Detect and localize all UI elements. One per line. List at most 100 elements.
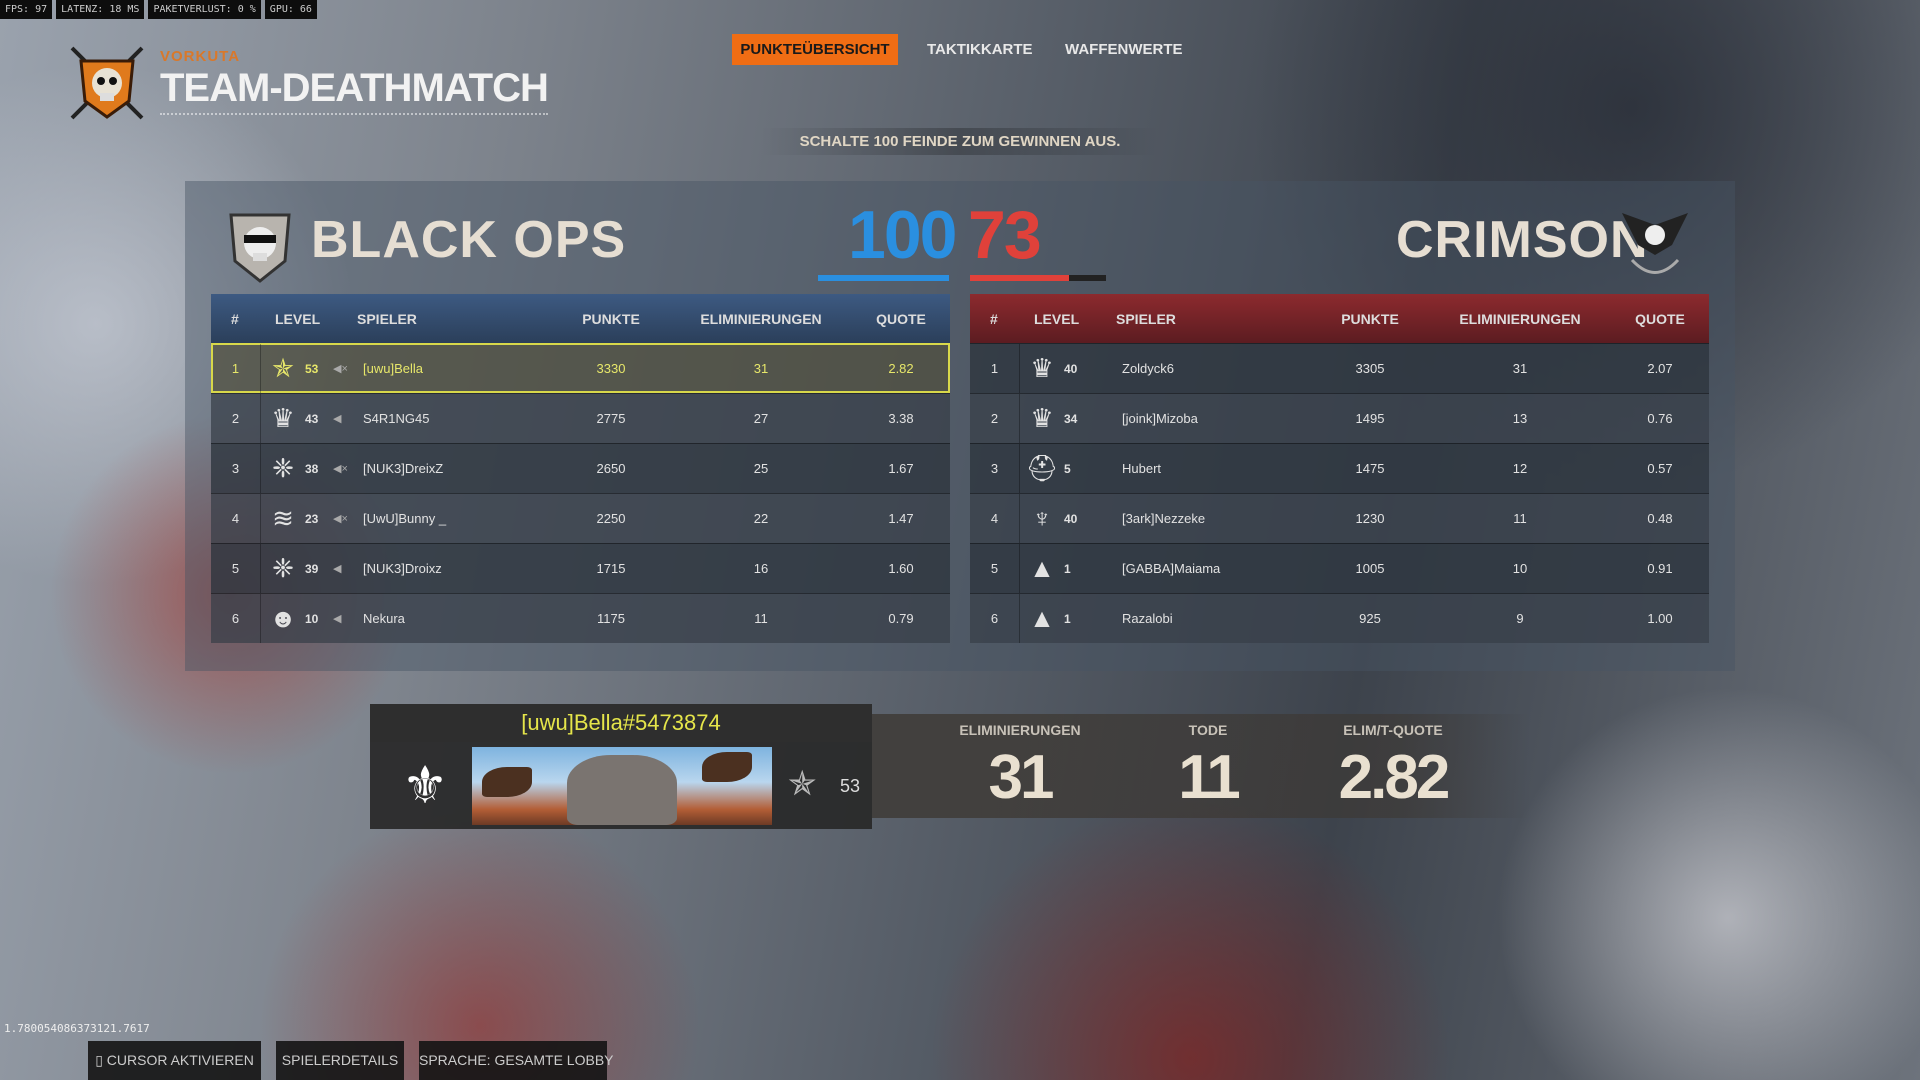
summary-kd-label: ELIM/T-QUOTE [1343,722,1443,738]
col-points: PUNKTE [1341,310,1399,327]
ratio-cell: 3.38 [888,411,914,426]
ratio-cell: 1.47 [888,511,914,526]
level-cell: 40 [1064,511,1078,526]
crimson-table: # LEVEL SPIELER PUNKTE ELIMINIERUNGEN QU… [970,294,1709,643]
col-player: SPIELER [1116,310,1176,327]
level-cell: 43 [305,411,319,426]
speaker-icon[interactable]: ◀ [333,613,342,625]
points-cell: 1230 [1355,511,1385,526]
team-name-crimson: CRIMSON [1396,211,1649,269]
eliminations-cell: 9 [1516,611,1524,626]
activate-cursor-button[interactable]: ▯ CURSOR AKTIVIEREN [88,1041,261,1080]
points-cell: 1715 [596,561,626,576]
level-cell: 53 [305,361,319,376]
tab-weapon-stats[interactable]: WAFFENWERTE [1065,41,1183,58]
ratio-cell: 0.48 [1647,511,1673,526]
player-name: Razalobi [1122,611,1173,626]
speaker-icon[interactable]: ◀ [333,413,342,425]
rank-cell: 4 [970,494,1020,543]
leaf-rank-icon: ❈ [272,553,294,583]
speaker-muted-icon[interactable]: ◀× [333,363,348,375]
points-cell: 1005 [1355,561,1385,576]
player-calling-card[interactable]: [uwu]Bella#5473874 ⚜ ✯ 53 [370,704,872,829]
col-ratio: QUOTE [1635,310,1685,327]
table-row[interactable]: ✯ ◀× 1 53 [uwu]Bella 3330 31 2.82 [211,343,950,393]
points-cell: 2775 [596,411,626,426]
rank-cell: 5 [211,544,261,593]
jester-rank-icon: ♛ [1030,403,1054,433]
calling-card-banner-image [472,747,772,825]
ratio-cell: 0.91 [1647,561,1673,576]
points-cell: 1175 [597,611,625,626]
points-cell: 1495 [1355,411,1385,426]
level-cell: 40 [1064,361,1078,376]
rank-cell: 6 [211,594,261,643]
points-cell: 2650 [596,461,626,476]
col-rank: # [990,310,998,327]
level-cell: 38 [305,461,319,476]
level-cell: 10 [305,611,319,626]
table-row[interactable]: ▲ 5 1 [GABBA]Maiama 1005 10 0.91 [970,543,1709,593]
eliminations-cell: 27 [753,411,769,426]
rank-cell: 1 [211,344,261,393]
tab-tactical-map[interactable]: TAKTIKKARTE [927,41,1033,58]
level-cell: 34 [1064,411,1078,426]
ratio-cell: 1.00 [1647,611,1673,626]
level-cell: 5 [1064,461,1071,476]
performance-overlay: FPS: 97 LATENZ: 18 MS PAKETVERLUST: 0 % … [0,0,317,19]
player-name: [NUK3]DreixZ [363,461,444,476]
rank-cell: 3 [970,444,1020,493]
level-cell: 1 [1064,611,1071,626]
eliminations-cell: 12 [1512,461,1528,476]
voice-lobby-button[interactable]: SPRACHE: GESAMTE LOBBY [419,1041,614,1080]
ratio-cell: 0.76 [1647,411,1673,426]
player-tag: [uwu]Bella#5473874 [370,704,872,742]
player-summary: ELIMINIERUNGEN 31 TODE 11 ELIM/T-QUOTE 2… [872,714,1530,818]
team-score-crimson: 73 [968,197,1042,273]
stars-rank-icon: ✯ [272,353,294,383]
speaker-muted-icon[interactable]: ◀× [333,513,348,525]
eliminations-cell: 16 [753,561,769,576]
table-row[interactable]: ♛ 2 34 [joink]Mizoba 1495 13 0.76 [970,393,1709,443]
ratio-cell: 2.82 [888,361,914,376]
objective-text: SCHALTE 100 FEINDE ZUM GEWINNEN AUS. [760,128,1160,155]
table-row[interactable]: ♆ 4 40 [3ark]Nezzeke 1230 11 0.48 [970,493,1709,543]
sergeant-rank-icon: ≋ [272,503,294,533]
col-eliminations: ELIMINIERUNGEN [700,310,822,327]
table-row[interactable]: ♛ 1 40 Zoldyck6 3305 31 2.07 [970,343,1709,393]
table-row[interactable]: ⛑ 3 5 Hubert 1475 12 0.57 [970,443,1709,493]
gpu-readout: GPU: 66 [264,0,317,19]
map-name: VORKUTA [160,48,241,65]
tab-scoreboard[interactable]: PUNKTEÜBERSICHT [732,34,898,65]
player-level: 53 [840,776,861,796]
player-name: [joink]Mizoba [1122,411,1198,426]
player-rank-icon: ✯ [788,765,817,803]
table-row[interactable]: ♛ ◀ 2 43 S4R1NG45 2775 27 3.38 [211,393,950,443]
leaf-rank-icon: ❈ [272,453,294,483]
eliminations-cell: 11 [1513,511,1527,526]
table-row[interactable]: ▲ 6 1 Razalobi 925 9 1.00 [970,593,1709,643]
speaker-muted-icon[interactable]: ◀× [333,463,348,475]
team-score-black-ops: 100 [848,197,957,273]
rank-cell: 2 [970,394,1020,443]
ratio-cell: 1.67 [888,461,914,476]
build-number: 1.780054086373121.7617 [4,1022,150,1035]
player-name: [uwu]Bella [363,361,423,376]
table-row[interactable]: ≋ ◀× 4 23 [UwU]Bunny _ 2250 22 1.47 [211,493,950,543]
eagle-rank-icon: ♆ [1032,503,1052,533]
private-rank-icon: ▲ [1029,603,1055,633]
speaker-icon[interactable]: ◀ [333,563,342,575]
private-rank-icon: ▲ [1029,553,1055,583]
summary-deaths-label: TODE [1188,722,1228,738]
table-row[interactable]: ☻ ◀ 6 10 Nekura 1175 11 0.79 [211,593,950,643]
packetloss-readout: PAKETVERLUST: 0 % [148,0,261,19]
points-cell: 925 [1359,611,1381,626]
summary-kd-value: 2.82 [1338,743,1451,812]
table-row[interactable]: ❈ ◀ 5 39 [NUK3]Droixz 1715 16 1.60 [211,543,950,593]
col-ratio: QUOTE [876,310,926,327]
jester-rank-icon: ♛ [271,403,295,433]
table-row[interactable]: ❈ ◀× 3 38 [NUK3]DreixZ 2650 25 1.67 [211,443,950,493]
rank-cell: 3 [211,444,261,493]
player-details-button[interactable]: SPIELERDETAILS [276,1041,404,1080]
level-cell: 39 [305,561,319,576]
